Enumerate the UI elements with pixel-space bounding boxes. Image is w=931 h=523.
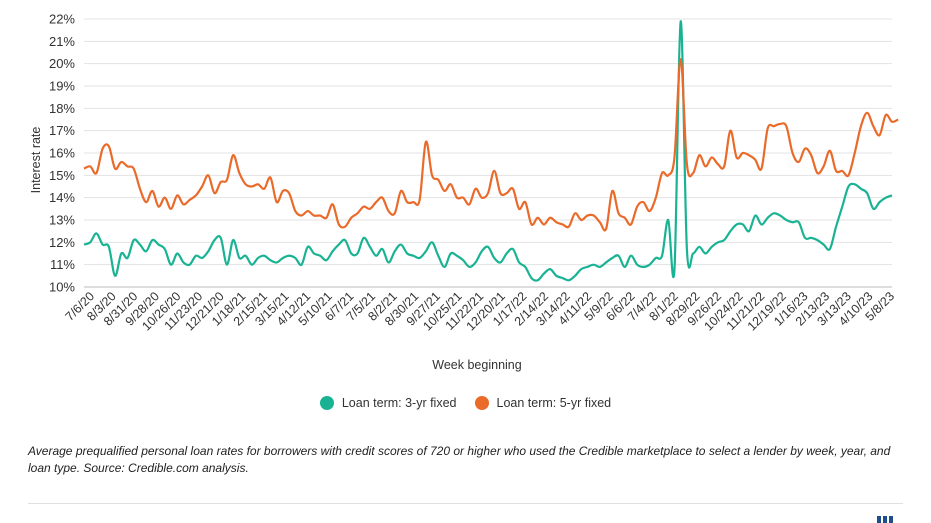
y-tick-label: 14% <box>49 190 75 205</box>
legend-label-5yr: Loan term: 5-yr fixed <box>496 396 612 410</box>
brand-logo <box>877 516 893 523</box>
legend-label-3yr: Loan term: 3-yr fixed <box>341 396 457 410</box>
y-tick-label: 21% <box>49 34 75 49</box>
y-tick-label: 20% <box>49 56 75 71</box>
chart-caption: Average prequalified personal loan rates… <box>28 444 891 475</box>
series-lines <box>83 20 899 282</box>
legend-item-5yr: Loan term: 5-yr fixed <box>474 396 612 410</box>
divider <box>28 503 903 504</box>
y-tick-label: 19% <box>49 79 75 94</box>
y-tick-label: 15% <box>49 168 75 183</box>
legend-swatch-3yr <box>319 396 334 410</box>
legend-swatch-5yr <box>474 396 489 410</box>
x-axis-label: Week beginning <box>432 358 521 372</box>
y-tick-label: 22% <box>49 12 75 27</box>
y-axis: 10% 11% 12% 13% 14% 15% 16% 17% 18% 19% 20% 21% 22% <box>49 12 75 295</box>
y-tick-label: 16% <box>49 146 75 161</box>
legend: Loan term: 3-yr fixed Loan term: 5-yr fi… <box>0 396 931 410</box>
y-tick-label: 13% <box>49 213 75 228</box>
y-axis-label: Interest rate <box>29 127 43 194</box>
y-tick-label: 12% <box>49 235 75 250</box>
line-chart: 10%11%12%13%14%15%16%17%18%19%20%21%22% … <box>29 12 899 372</box>
series-line-3yr <box>83 20 893 282</box>
gridlines <box>84 18 892 288</box>
series-line-5yr <box>83 58 899 232</box>
x-axis: 7/6/208/3/208/31/209/28/2010/26/2011/23/… <box>63 289 898 333</box>
y-tick-label: 11% <box>50 257 75 272</box>
y-tick-label: 10% <box>49 280 75 295</box>
legend-item-3yr: Loan term: 3-yr fixed <box>319 396 457 410</box>
y-tick-label: 17% <box>49 123 75 138</box>
y-tick-label: 18% <box>49 101 75 116</box>
